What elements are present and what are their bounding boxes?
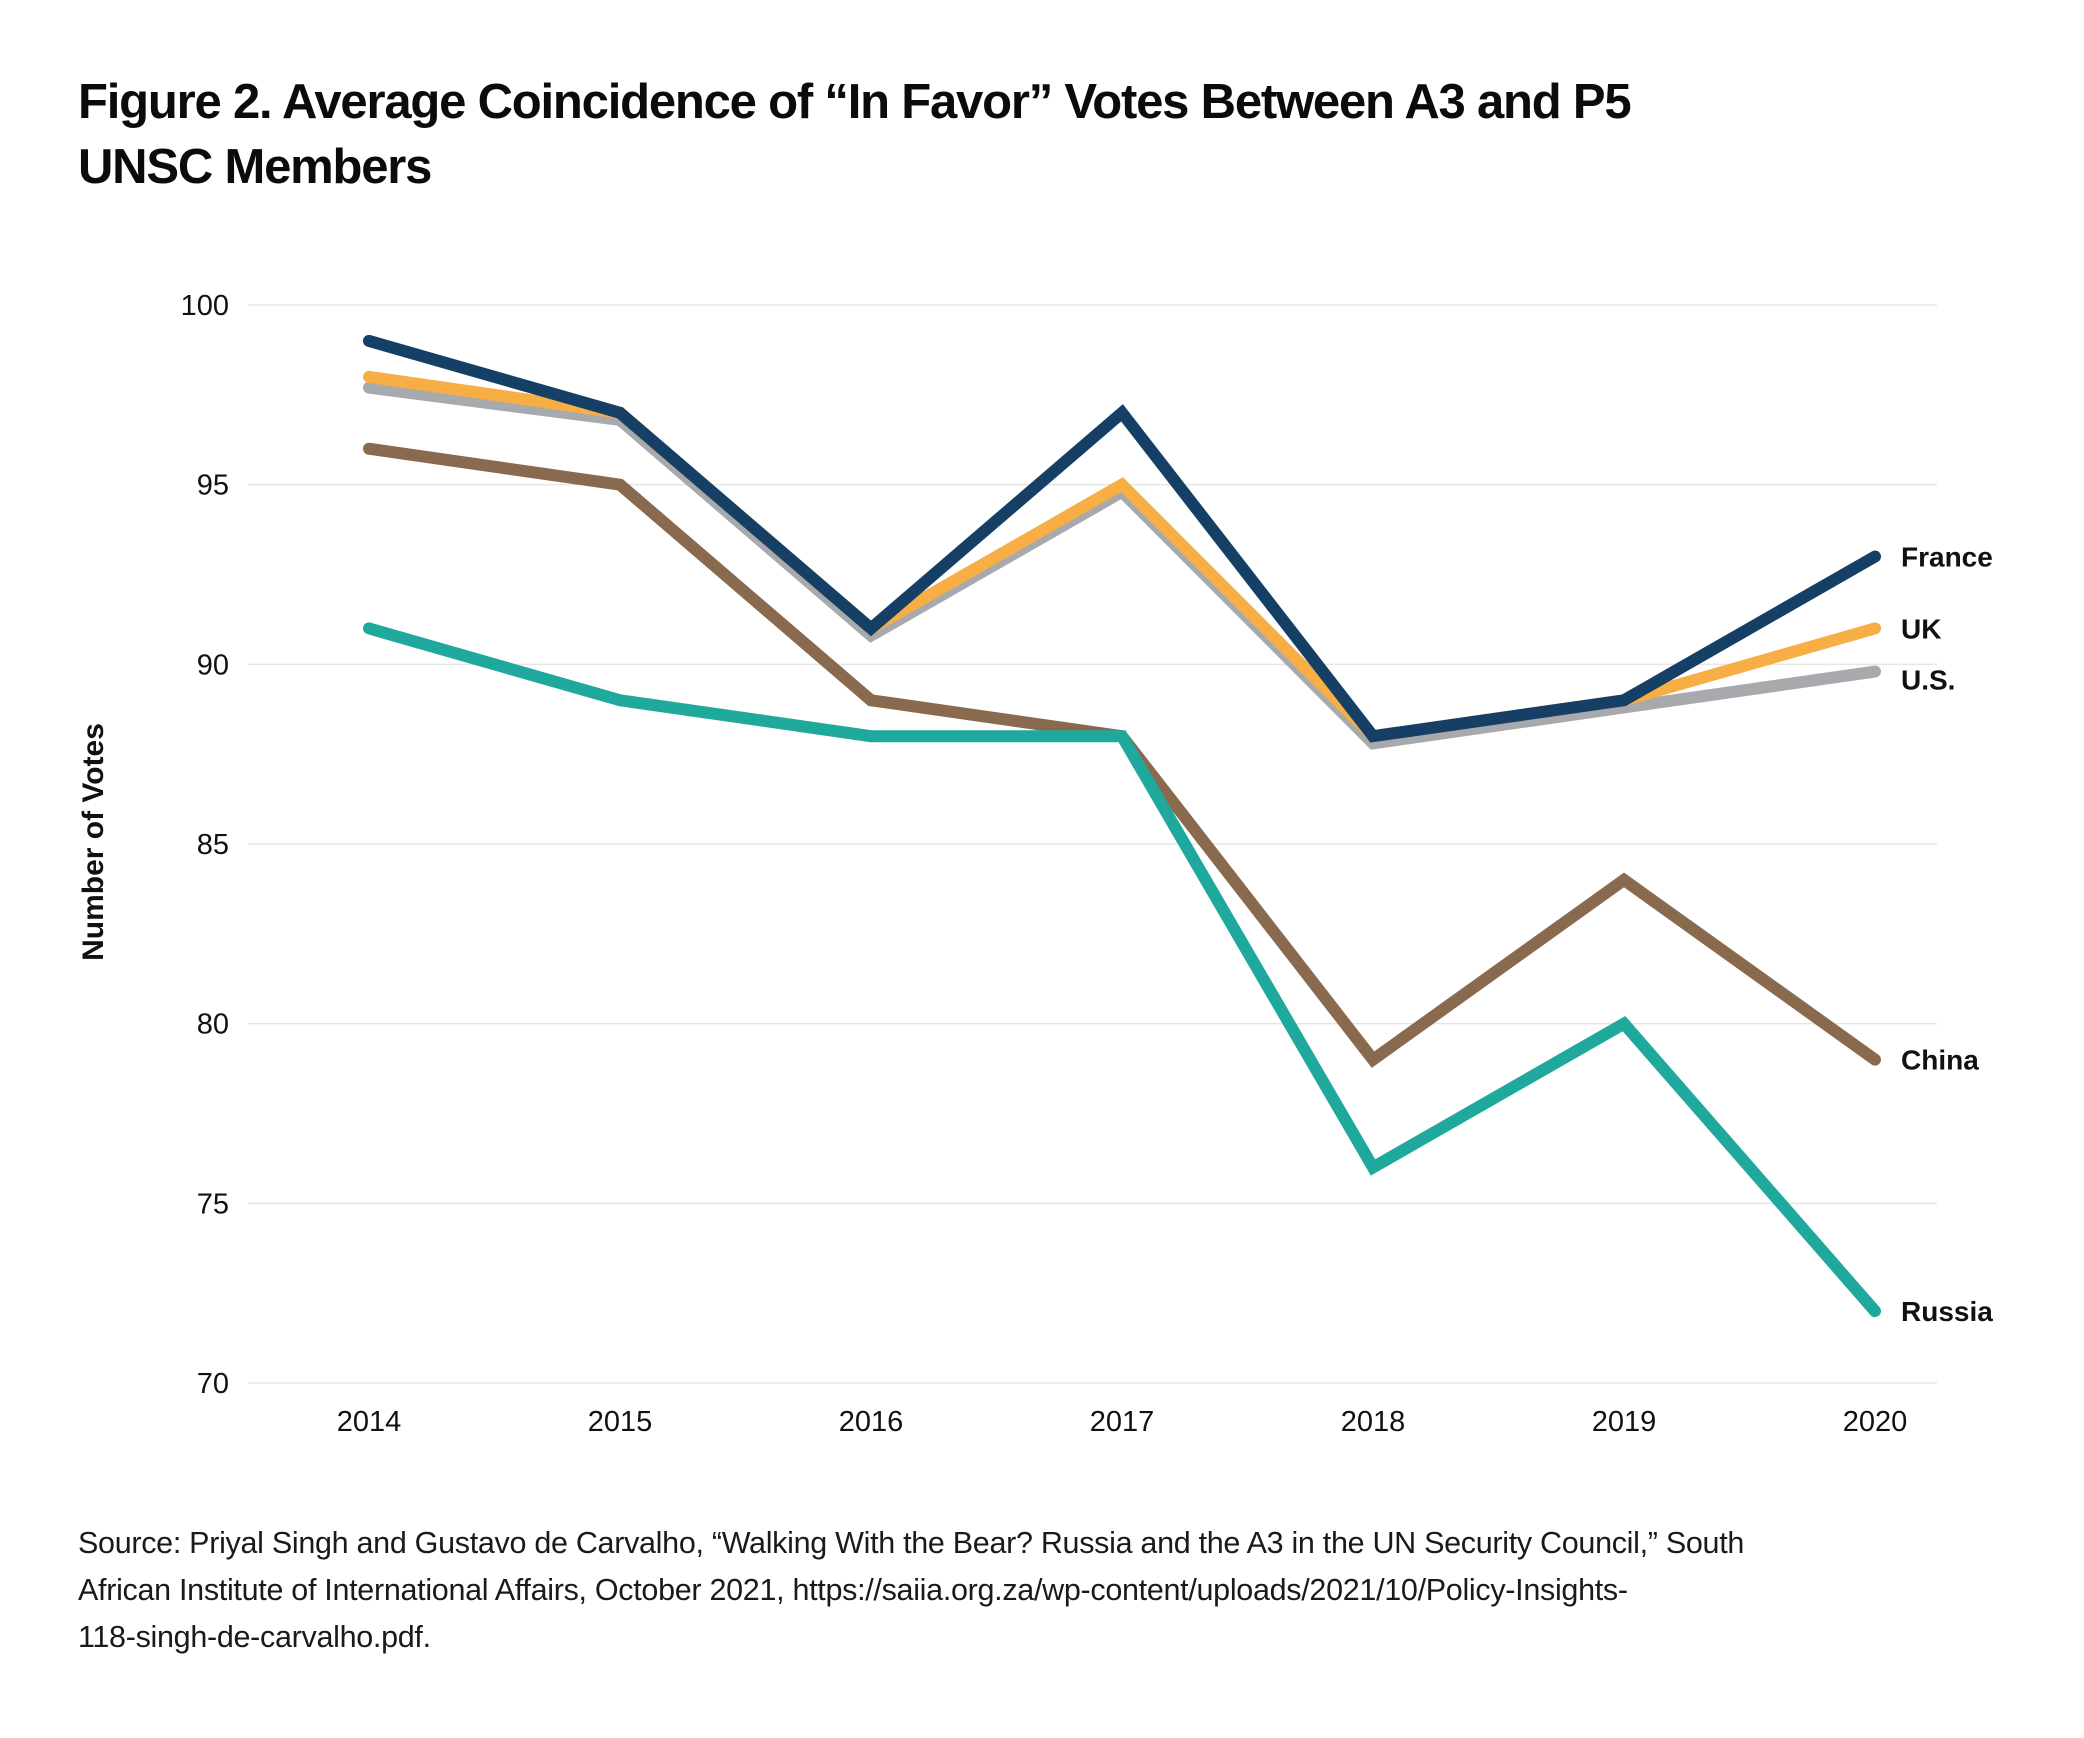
y-axis-ticks: 100 95 90 85 80 75 70 (181, 290, 229, 1400)
x-tick-label: 2015 (588, 1406, 653, 1438)
y-tick-label: 85 (197, 829, 229, 861)
series-label-france: France (1901, 542, 1993, 573)
x-tick-label: 2014 (337, 1406, 402, 1438)
x-tick-label: 2017 (1090, 1406, 1155, 1438)
chart-title: Figure 2. Average Coincidence of “In Fav… (78, 70, 1878, 200)
x-tick-label: 2019 (1592, 1406, 1657, 1438)
y-tick-label: 100 (181, 290, 229, 322)
series-line-china (363, 442, 1881, 1068)
source-line-3: 118-singh-de-carvalho.pdf. (78, 1620, 431, 1654)
series-lines (363, 334, 1881, 1318)
y-tick-label: 90 (197, 649, 229, 681)
series-label-u-s: U.S. (1901, 665, 1955, 696)
y-tick-label: 75 (197, 1188, 229, 1220)
chart-title-line-1: Figure 2. Average Coincidence of “In Fav… (78, 75, 1632, 129)
x-tick-label: 2018 (1341, 1406, 1406, 1438)
y-axis-label: Number of Votes (77, 723, 110, 961)
x-axis-ticks: 2014 2015 2016 2017 2018 2019 2020 (337, 1406, 1908, 1438)
y-tick-label: 80 (197, 1009, 229, 1041)
gridlines (248, 304, 1937, 1384)
series-label-uk: UK (1901, 613, 1941, 644)
series-line-france (363, 334, 1881, 743)
series-label-russia: Russia (1901, 1296, 1993, 1327)
series-labels: China Russia U.S. UK France (1901, 542, 1993, 1328)
x-tick-label: 2016 (839, 1406, 904, 1438)
series-label-china: China (1901, 1045, 1979, 1076)
x-tick-label: 2020 (1843, 1406, 1908, 1438)
y-tick-label: 95 (197, 470, 229, 502)
y-tick-label: 70 (197, 1368, 229, 1400)
series-line-russia (363, 622, 1881, 1318)
source-note: Source: Priyal Singh and Gustavo de Carv… (78, 1520, 2038, 1661)
source-line-1: Source: Priyal Singh and Gustavo de Carv… (78, 1526, 1745, 1560)
source-line-2: African Institute of International Affai… (78, 1573, 1628, 1607)
chart-title-line-2: UNSC Members (78, 140, 432, 194)
